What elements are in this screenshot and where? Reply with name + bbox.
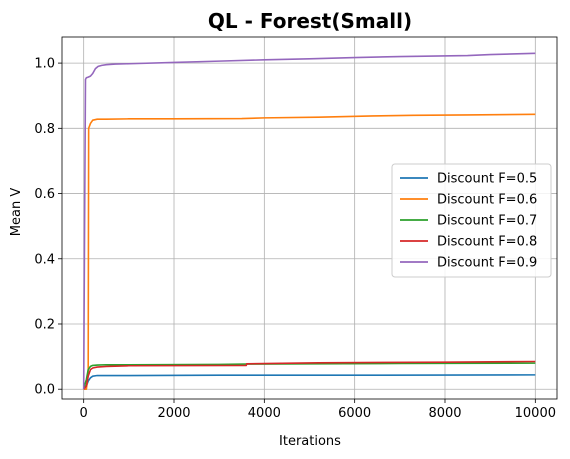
x-tick-label: 6000 [338, 406, 371, 421]
legend: Discount F=0.5 Discount F=0.6 Discount F=0… [391, 163, 552, 278]
legend-label: Discount F=0.5 [437, 172, 537, 187]
plot-frame [61, 36, 558, 400]
x-tick-label: 10000 [515, 406, 556, 421]
series-line-5 [82, 52, 536, 390]
y-tick-label: 0.4 [34, 252, 55, 267]
y-tick-label: 0.6 [34, 187, 55, 202]
series-line-1 [83, 374, 536, 390]
y-tick-label: 1.0 [34, 57, 55, 72]
y-tick-label: 0.0 [34, 383, 55, 398]
x-axis-label: Iterations [279, 434, 341, 449]
legend-label: Discount F=0.9 [437, 256, 537, 271]
x-tick-label: 8000 [428, 406, 461, 421]
legend-label: Discount F=0.6 [437, 193, 537, 208]
y-tick-label: 0.2 [34, 317, 55, 332]
legend-box [391, 163, 552, 278]
series-line-4 [83, 360, 536, 390]
y-axis-label: Mean V [9, 188, 24, 237]
legend-label: Discount F=0.7 [437, 214, 537, 229]
chart-title: QL - Forest(Small) [208, 9, 412, 33]
series-layer [82, 52, 536, 391]
x-tick-label: 2000 [157, 406, 190, 421]
y-tick-label: 0.8 [34, 122, 55, 137]
series-line-3 [82, 362, 536, 390]
y-axis-ticks: 0.0 0.2 0.4 0.6 0.8 1.0 [34, 57, 62, 398]
x-tick-label: 0 [80, 406, 88, 421]
legend-label: Discount F=0.8 [437, 235, 537, 250]
x-axis-ticks: 0 2000 4000 6000 8000 10000 [80, 399, 556, 421]
x-tick-label: 4000 [248, 406, 281, 421]
series-line-2 [83, 113, 536, 391]
